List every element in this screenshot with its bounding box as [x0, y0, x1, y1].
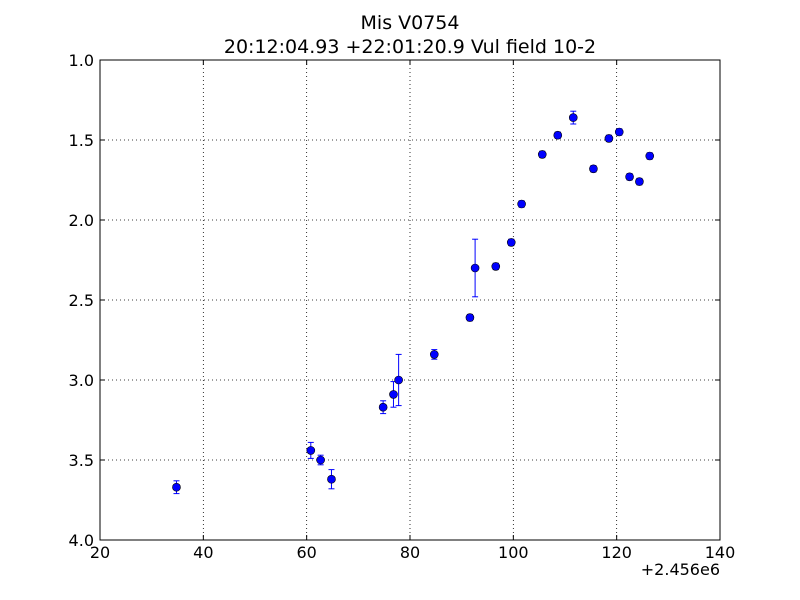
y-tick-label: 2.5 [69, 291, 94, 310]
x-tick-label: 140 [705, 543, 736, 562]
data-point [172, 482, 181, 492]
y-tick-label: 1.5 [69, 131, 94, 150]
data-point [429, 350, 439, 359]
data-point [645, 151, 655, 161]
data-point [635, 177, 644, 186]
data-point [491, 262, 501, 271]
data-point [553, 130, 563, 140]
y-tick-label: 3.5 [69, 451, 94, 470]
x-tick-label: 80 [400, 543, 420, 562]
chart-subtitle: 20:12:04.93 +22:01:20.9 Vul field 10-2 [224, 36, 596, 58]
chart-title: Mis V0754 [361, 12, 460, 34]
y-tick-labels: 1.0 1.5 2.0 2.5 3.0 3.5 4.0 [69, 51, 94, 550]
y-tick-label: 1.0 [69, 51, 94, 70]
data-point [614, 127, 624, 137]
data-point [306, 446, 316, 455]
data-point [389, 390, 398, 399]
x-tick-label: 100 [498, 543, 529, 562]
axis-ticks [99, 59, 721, 541]
data-point [589, 164, 598, 174]
data-point [506, 238, 516, 247]
data-point [327, 474, 336, 484]
x-tick-label: 120 [601, 543, 632, 562]
x-tick-label: 40 [193, 543, 213, 562]
data-point [470, 263, 480, 273]
data-point [394, 375, 403, 385]
y-tick-label: 4.0 [69, 531, 94, 550]
data-point [316, 455, 325, 465]
y-tick-label: 2.0 [69, 211, 94, 230]
x-axis-offset-label: +2.456e6 [641, 560, 720, 579]
data-point [568, 113, 578, 122]
data-point [604, 134, 614, 143]
data-point [378, 402, 388, 412]
data-point [517, 199, 526, 209]
x-tick-label: 60 [296, 543, 316, 562]
y-tick-label: 3.0 [69, 371, 94, 390]
data-points [172, 113, 655, 492]
x-tick-labels: 20 40 60 80 100 120 140 [90, 543, 735, 562]
x-tick-label: 20 [90, 543, 110, 562]
data-point [465, 313, 475, 322]
data-point [625, 172, 634, 182]
data-point [537, 150, 547, 159]
